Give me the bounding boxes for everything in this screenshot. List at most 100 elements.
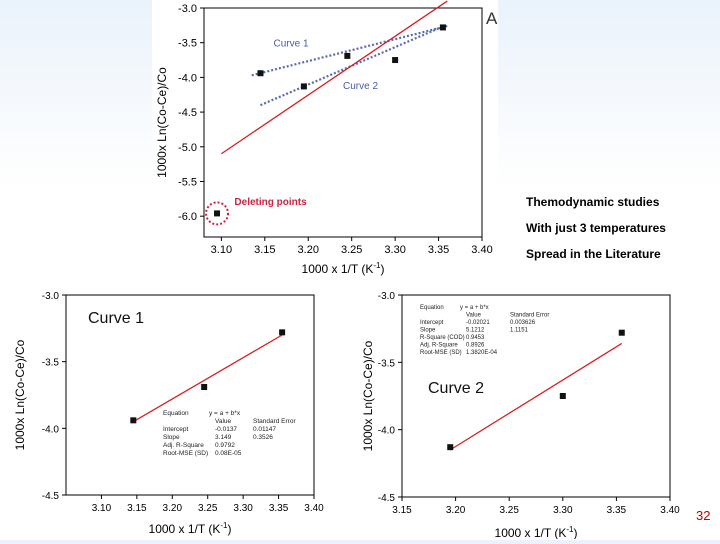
stats-header-error: Standard Error (510, 313, 549, 319)
stats-row-error: 1.1151 (510, 328, 529, 334)
stats-equation-value: y = a + b*x (460, 305, 489, 311)
data-point (214, 210, 221, 217)
x-tick-label: 3.30 (384, 244, 405, 256)
stats-row-value: -0.02021 (466, 320, 490, 326)
deleted-point-circle (205, 201, 230, 226)
stats-header-value: Value (215, 418, 232, 425)
plot-frame (203, 7, 483, 238)
chart-a: 3.10 3.15 3.20 3.25 3.30 3.35 3.40 -3.0 -3.5 -4.0… (155, 0, 498, 276)
data-point (447, 444, 454, 451)
data-point (300, 83, 307, 90)
page-number: 32 (696, 508, 711, 523)
y-tick-label: -4.5 (378, 493, 396, 504)
x-tick-label: 3.40 (660, 505, 680, 516)
x-tick-label: 3.20 (298, 244, 319, 256)
x-axis-label: 1000 x 1/T (K-1) (302, 261, 385, 276)
x-tick-label: 3.25 (499, 505, 519, 516)
y-tick-label: -3.5 (178, 38, 197, 50)
y-tick-label: -3.5 (42, 358, 60, 369)
y-axis-label: 1000x Ln(Co-Ce)/Co (361, 340, 375, 451)
data-point (439, 24, 446, 31)
data-point (130, 417, 137, 424)
plot-frame (401, 294, 671, 498)
x-tick-label: 3.35 (269, 503, 289, 514)
y-axis-label: 1000x Ln(Co-Ce)/Co (13, 339, 27, 450)
data-point (559, 393, 566, 399)
data-point (257, 70, 264, 77)
stats-row-name: Root-MSE (SD) (163, 450, 208, 457)
y-tick-label: -4.5 (178, 107, 197, 119)
curve2-label: Curve 2 (343, 81, 378, 92)
stats-row-name: Adj. R-Square (163, 442, 204, 449)
y-tick-label: -3.0 (42, 291, 60, 302)
stats-equation-value: y = a + b*x (209, 410, 241, 417)
chart-curve2-panel: 3.15 3.20 3.25 3.30 3.35 3.40 -3.0 -3.5 -4.0 -4.5… (358, 287, 680, 540)
stats-row-name: Intercept (163, 426, 188, 433)
data-point (618, 329, 625, 336)
stats-row-value: 3.149 (215, 434, 232, 441)
plot-frame (65, 294, 315, 496)
x-tick-label: 3.10 (92, 503, 112, 514)
y-tick-label: -3.0 (178, 3, 197, 15)
stats-header-value: Value (466, 313, 482, 319)
stats-row-error: 0.01147 (253, 426, 276, 433)
stats-row-error: 0.003626 (510, 320, 536, 326)
fit-line-3 (221, 0, 448, 155)
stats-row-name: Root-MSE (SD) (420, 350, 462, 356)
data-point (279, 329, 286, 336)
fit-line (132, 334, 283, 423)
y-tick-label: -4.5 (42, 491, 60, 502)
stats-row-value: 0.9453 (466, 335, 485, 341)
y-tick-label: -4.0 (378, 426, 396, 437)
y-tick-label: -3.0 (378, 291, 396, 302)
side-note-3: Spread in the Literature (526, 247, 661, 261)
stats-equation-label: Equation (420, 305, 444, 311)
stats-header-error: Standard Error (253, 418, 296, 425)
chart-curve1-panel: 3.10 3.15 3.20 3.25 3.30 3.35 3.40 -3.0 -3.5 -4.0… (8, 287, 324, 539)
stats-row-name: Slope (163, 434, 180, 441)
chart-curve1: 3.10 3.15 3.20 3.25 3.30 3.35 3.40 -3.0 -3.5 -4.0… (13, 291, 324, 536)
x-tick-label: 3.20 (163, 503, 183, 514)
stats-row-value: -0.0137 (215, 426, 237, 433)
stats-row-name: R-Square (COD) (420, 335, 465, 341)
curve1-label: Curve 1 (274, 39, 309, 50)
x-axis-label: 1000 x 1/T (K-1) (149, 521, 232, 536)
stats-row-value: 5.1212 (466, 328, 485, 334)
y-tick-label: -5.5 (178, 176, 197, 188)
x-tick-label: 3.15 (254, 244, 275, 256)
x-tick-label: 3.35 (607, 505, 627, 516)
x-tick-label: 3.25 (341, 244, 362, 256)
y-tick-label: -6.0 (178, 211, 197, 223)
stats-row-value: 0.08E-05 (215, 450, 242, 457)
y-axis-label: 1000x Ln(Co-Ce)/Co (155, 67, 169, 178)
stats-row-name: Adj. R-Square (420, 343, 458, 349)
x-tick-label: 3.30 (233, 503, 253, 514)
x-tick-label: 3.15 (392, 505, 412, 516)
side-note-1: Themodynamic studies (526, 195, 660, 209)
stats-row-value: 1.3820E-04 (466, 350, 498, 356)
x-tick-label: 3.25 (198, 503, 218, 514)
deleting-points-label: Deleting points (234, 197, 307, 208)
chart-curve2: 3.15 3.20 3.25 3.30 3.35 3.40 -3.0 -3.5 -4.0 -4.5… (361, 291, 680, 540)
stats-row-name: Slope (420, 328, 436, 334)
x-axis-label: 1000 x 1/T (K-1) (495, 525, 578, 539)
stats-equation-label: Equation (163, 410, 189, 417)
y-tick-label: -4.0 (42, 424, 60, 435)
x-tick-label: 3.10 (211, 244, 232, 256)
stats-row-name: Intercept (420, 320, 444, 326)
fit-line-1 (251, 24, 448, 77)
chart-a-panel: 3.10 3.15 3.20 3.25 3.30 3.35 3.40 -3.0 -3.5 -4.0… (152, 0, 498, 278)
side-note-2: With just 3 temperatures (526, 221, 666, 235)
y-tick-label: -4.0 (178, 72, 197, 84)
panel-letter: A (486, 9, 498, 28)
x-tick-label: 3.20 (446, 505, 466, 516)
x-tick-label: 3.40 (471, 244, 492, 256)
y-tick-label: -5.0 (178, 142, 197, 154)
x-tick-label: 3.30 (553, 505, 573, 516)
data-point (392, 57, 399, 64)
fit-line (449, 342, 623, 451)
data-point (344, 52, 351, 59)
stats-row-value: 0.9792 (215, 442, 235, 449)
data-point (201, 384, 208, 390)
stats-row-value: 0.8926 (466, 343, 485, 349)
